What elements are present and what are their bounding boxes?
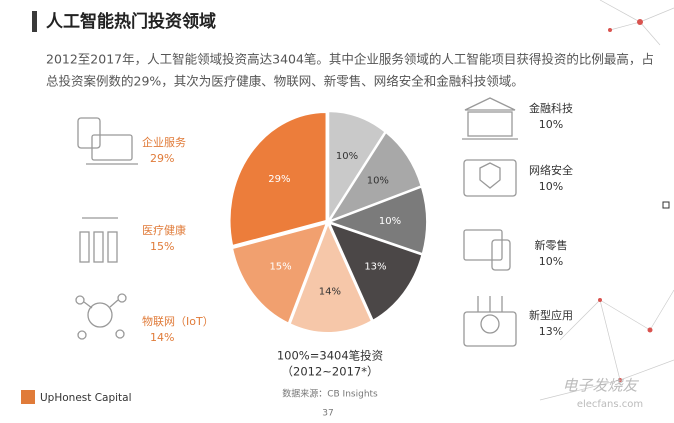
center-note: （2012~2017*） [282, 365, 379, 379]
slice-label: 10% [367, 176, 389, 187]
legend-value: 10% [539, 118, 563, 131]
slice-label: 10% [336, 151, 358, 162]
pie-slice [328, 111, 386, 222]
slice-label: 15% [269, 262, 291, 273]
icon-fintech [462, 97, 518, 140]
legend-value: 13% [539, 325, 563, 338]
legend-label: 物联网（IoT） [142, 314, 214, 328]
slice-label: 14% [319, 286, 341, 297]
decor-network [539, 0, 674, 401]
subtitle-line: 总投资案例数的29%，其次为医疗健康、物联网、新零售、网络安全和金融科技领域。 [46, 74, 524, 89]
icon-iot [75, 293, 127, 340]
logo: UpHonest Capital [40, 392, 132, 404]
legend-label: 新零售 [535, 238, 568, 252]
icon-health [79, 217, 118, 263]
legend-label: 网络安全 [529, 163, 573, 177]
legend-value: 29% [150, 152, 174, 165]
icon-retail [463, 229, 511, 271]
icon-enterprise [77, 117, 138, 165]
pie-slice [329, 186, 427, 255]
legend-label: 医疗健康 [142, 223, 186, 237]
slice-label: 10% [379, 216, 401, 227]
title-bar [32, 11, 37, 32]
logo-mark [21, 390, 35, 404]
legend-label: 新型应用 [529, 308, 573, 322]
slice-label: 29% [268, 174, 290, 185]
source: 数据来源：CB Insights [282, 388, 378, 400]
subtitle-line: 2012至2017年，人工智能领域投资高达3404笔。其中企业服务领域的人工智能… [46, 52, 654, 67]
slice-label: 13% [364, 262, 386, 273]
watermark: 电子发烧友 [562, 377, 639, 395]
legend-value: 10% [539, 255, 563, 268]
center-note: 100%=3404笔投资 [277, 349, 383, 363]
legend-label: 金融科技 [529, 101, 573, 115]
watermark: elecfans.com [577, 399, 643, 410]
page-number: 37 [322, 409, 333, 419]
legend-value: 10% [539, 180, 563, 193]
icon-newapp [463, 296, 517, 347]
pie-slice [328, 132, 422, 222]
marker [662, 201, 670, 209]
legend-value: 15% [150, 240, 174, 253]
pie-slice [328, 222, 423, 321]
pie-slice [232, 222, 327, 324]
legend-value: 14% [150, 331, 174, 344]
pie-slice [229, 111, 327, 247]
pie-slice [289, 223, 372, 333]
legend-label: 企业服务 [142, 135, 186, 149]
icon-security [463, 159, 517, 197]
title: 人工智能热门投资领域 [46, 11, 216, 32]
